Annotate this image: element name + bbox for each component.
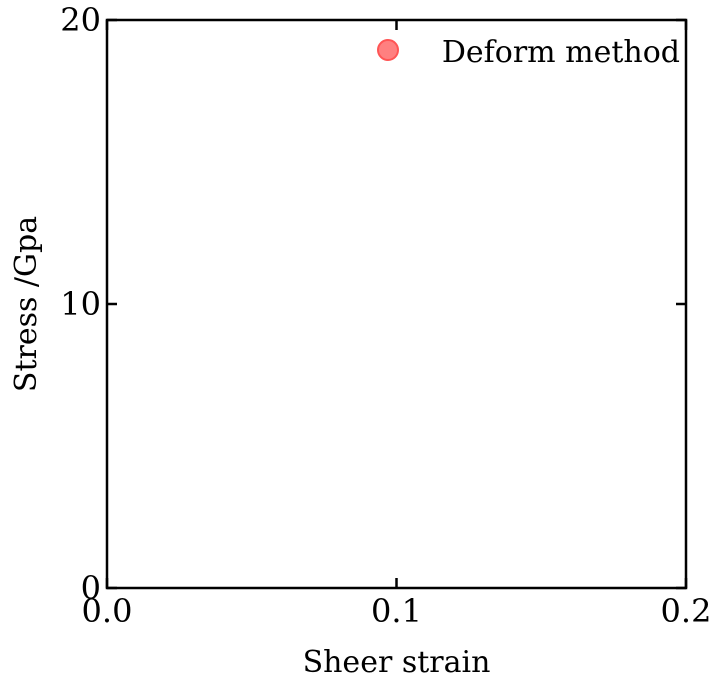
legend: Deform method (377, 35, 680, 70)
x-axis-label: Sheer strain (303, 645, 491, 680)
plot-area (105, 18, 688, 590)
y-tick-label: 20 (60, 1, 101, 39)
y-tick-label: 0 (81, 569, 101, 607)
axis-ticks (105, 18, 688, 590)
axis-tick-labels: 0.0 0.1 0.2 0 10 20 (60, 1, 711, 630)
legend-marker-deform-method (377, 39, 399, 61)
y-tick-label: 10 (60, 285, 101, 323)
x-tick-label: 0.1 (371, 592, 422, 630)
plot-frame (105, 18, 688, 590)
legend-label-deform-method: Deform method (442, 35, 680, 70)
x-tick-label: 0.2 (661, 592, 712, 630)
y-axis-label: Stress /Gpa (9, 216, 44, 392)
x-tick-label: 0.0 (82, 592, 133, 630)
